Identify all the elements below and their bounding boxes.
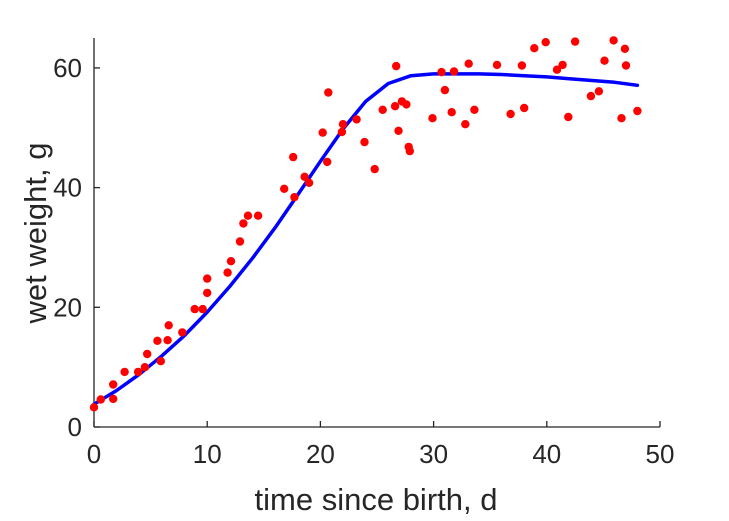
data-point bbox=[449, 67, 459, 76]
data-point bbox=[447, 108, 456, 117]
data-point bbox=[390, 102, 400, 111]
data-point bbox=[558, 60, 567, 70]
data-point bbox=[109, 380, 118, 389]
data-point bbox=[164, 321, 173, 330]
data-point bbox=[370, 164, 379, 174]
x-tick-label: 40 bbox=[532, 439, 561, 469]
x-tick-label: 0 bbox=[87, 439, 101, 469]
data-point bbox=[609, 36, 618, 45]
data-point bbox=[470, 105, 479, 115]
data-point bbox=[428, 114, 437, 123]
data-point bbox=[594, 87, 604, 96]
y-tick-label: 0 bbox=[68, 412, 82, 442]
fit-curve bbox=[92, 72, 640, 407]
data-point bbox=[378, 105, 387, 115]
data-point bbox=[600, 56, 609, 65]
data-point bbox=[517, 61, 527, 70]
data-point bbox=[564, 112, 573, 122]
data-point bbox=[570, 37, 580, 46]
data-point bbox=[392, 61, 401, 71]
data-point bbox=[280, 184, 289, 193]
data-point bbox=[461, 120, 470, 129]
data-point bbox=[300, 172, 309, 181]
data-point bbox=[440, 85, 450, 95]
data-point bbox=[235, 237, 245, 246]
data-points-layer bbox=[89, 36, 642, 412]
data-point bbox=[89, 403, 99, 412]
x-tick-label: 50 bbox=[646, 439, 675, 469]
data-point bbox=[318, 128, 327, 137]
data-point bbox=[223, 268, 232, 277]
data-point bbox=[190, 304, 199, 314]
data-point bbox=[633, 106, 642, 116]
data-point bbox=[464, 59, 473, 68]
data-point bbox=[290, 193, 299, 202]
data-point bbox=[289, 152, 298, 162]
data-point bbox=[394, 126, 403, 135]
data-point bbox=[253, 211, 263, 220]
data-point bbox=[586, 91, 596, 101]
data-point bbox=[96, 395, 106, 404]
data-point bbox=[506, 109, 515, 119]
data-point bbox=[140, 363, 150, 372]
data-point bbox=[143, 349, 152, 359]
tick-labels: 0 10 20 30 40 50 0 20 40 60 bbox=[53, 53, 674, 469]
data-point bbox=[492, 60, 502, 70]
data-point bbox=[226, 257, 236, 266]
data-point bbox=[541, 38, 550, 47]
data-point bbox=[133, 367, 143, 377]
data-point bbox=[352, 115, 361, 124]
data-point bbox=[520, 103, 529, 113]
x-tick-label: 30 bbox=[419, 439, 448, 469]
y-tick-label: 40 bbox=[53, 173, 82, 203]
x-axis-label: time since birth, d bbox=[255, 482, 498, 517]
data-point bbox=[120, 367, 129, 377]
data-point bbox=[243, 211, 253, 220]
data-point bbox=[360, 137, 369, 147]
x-tick-label: 20 bbox=[306, 439, 335, 469]
data-point bbox=[163, 336, 172, 345]
data-point bbox=[405, 146, 414, 156]
data-point bbox=[203, 274, 212, 283]
data-point bbox=[402, 100, 411, 109]
data-point bbox=[203, 288, 212, 298]
y-axis-label: wet weight, g bbox=[18, 143, 53, 325]
data-point bbox=[178, 328, 187, 337]
data-point bbox=[323, 157, 332, 167]
data-point bbox=[552, 65, 562, 74]
y-tick-label: 60 bbox=[53, 53, 82, 83]
data-point bbox=[239, 219, 248, 228]
data-point bbox=[324, 88, 333, 97]
data-point bbox=[198, 304, 207, 314]
data-point bbox=[337, 127, 347, 137]
fit-curve-layer bbox=[92, 72, 640, 407]
data-point bbox=[620, 44, 630, 53]
data-point bbox=[109, 394, 118, 404]
data-point bbox=[153, 336, 162, 345]
data-point bbox=[530, 44, 539, 53]
y-tick-label: 20 bbox=[53, 292, 82, 322]
data-point bbox=[338, 120, 348, 129]
data-point bbox=[621, 61, 631, 70]
axes bbox=[93, 38, 661, 428]
data-point bbox=[617, 114, 626, 123]
data-point bbox=[304, 178, 314, 187]
data-point bbox=[437, 67, 446, 77]
data-point bbox=[156, 357, 165, 366]
x-tick-label: 10 bbox=[193, 439, 222, 469]
